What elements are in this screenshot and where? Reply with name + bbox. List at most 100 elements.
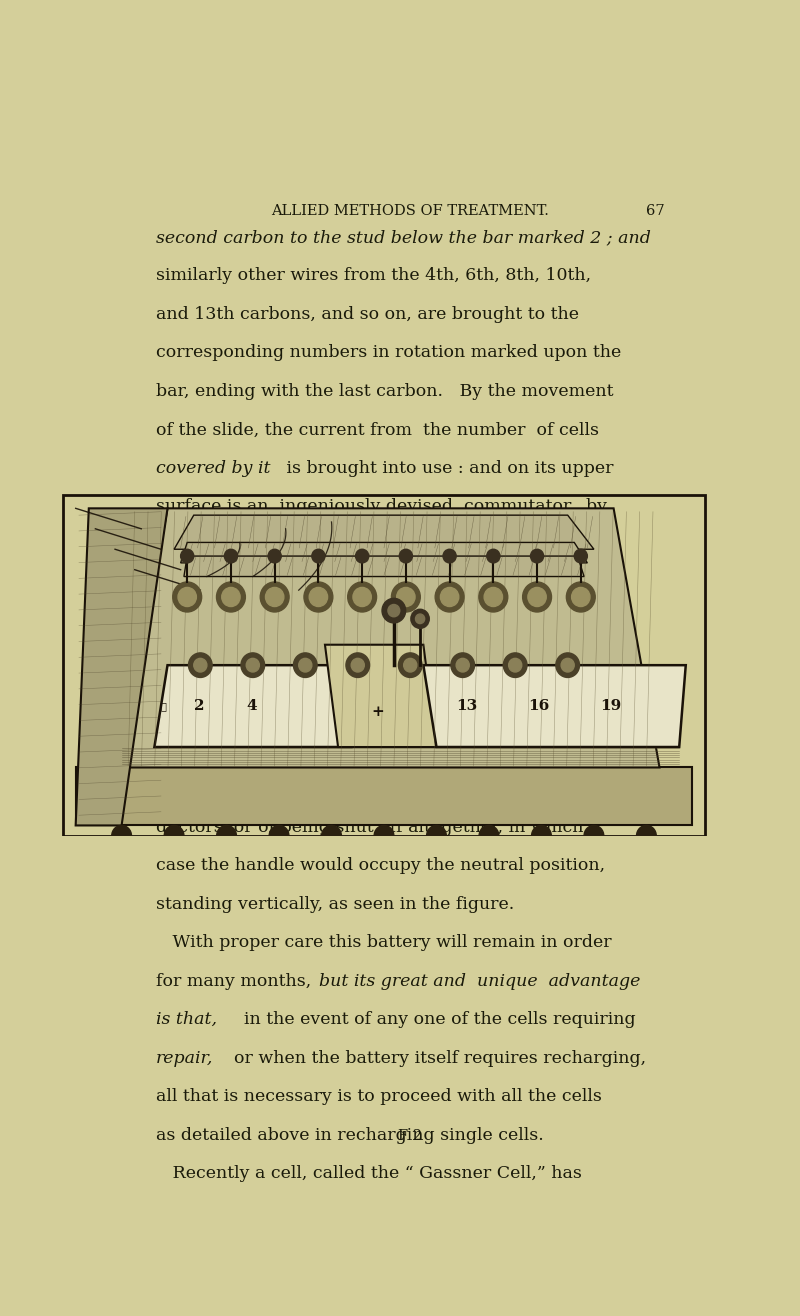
- Circle shape: [398, 653, 422, 678]
- Polygon shape: [122, 508, 659, 767]
- Circle shape: [522, 582, 551, 612]
- Text: ␓: ␓: [161, 703, 167, 712]
- Circle shape: [374, 825, 394, 846]
- Circle shape: [637, 825, 656, 846]
- Text: is brought into use : and on its upper: is brought into use : and on its upper: [281, 459, 613, 476]
- Circle shape: [353, 587, 371, 607]
- Text: standing vertically, as seen in the figure.: standing vertically, as seen in the figu…: [156, 896, 514, 912]
- Circle shape: [415, 615, 425, 624]
- Ellipse shape: [478, 844, 501, 855]
- Ellipse shape: [215, 844, 238, 855]
- Circle shape: [312, 549, 325, 563]
- Circle shape: [411, 609, 430, 628]
- Circle shape: [268, 549, 282, 563]
- Ellipse shape: [582, 844, 606, 855]
- Circle shape: [441, 587, 458, 607]
- Circle shape: [304, 582, 333, 612]
- Circle shape: [486, 549, 500, 563]
- Ellipse shape: [635, 844, 658, 855]
- Polygon shape: [184, 557, 584, 576]
- Circle shape: [194, 658, 207, 672]
- Text: but its great and  unique  advantage: but its great and unique advantage: [319, 973, 640, 990]
- Text: in the event of any one of the cells requiring: in the event of any one of the cells req…: [233, 1011, 635, 1028]
- Circle shape: [164, 825, 184, 846]
- Ellipse shape: [320, 844, 343, 855]
- Text: covered by it: covered by it: [156, 459, 270, 476]
- Text: similarly other wires from the 4th, 6th, 8th, 10th,: similarly other wires from the 4th, 6th,…: [156, 267, 591, 284]
- Circle shape: [388, 604, 400, 617]
- Text: or when the battery itself requires recharging,: or when the battery itself requires rech…: [223, 1050, 646, 1067]
- Circle shape: [224, 549, 238, 563]
- Circle shape: [503, 653, 527, 678]
- Circle shape: [310, 587, 327, 607]
- Circle shape: [479, 582, 508, 612]
- Circle shape: [443, 549, 456, 563]
- Polygon shape: [181, 542, 587, 563]
- Circle shape: [382, 599, 406, 622]
- Circle shape: [556, 653, 579, 678]
- Text: repair,: repair,: [156, 1050, 213, 1067]
- Text: and 13th carbons, and so on, are brought to the: and 13th carbons, and so on, are brought…: [156, 305, 578, 322]
- Circle shape: [509, 658, 522, 672]
- Circle shape: [397, 587, 415, 607]
- Circle shape: [531, 825, 551, 846]
- Circle shape: [298, 658, 312, 672]
- Text: ductors, or of being shut off altogether, in which: ductors, or of being shut off altogether…: [156, 819, 583, 836]
- Text: Fig. 37A.: Fig. 37A.: [378, 804, 442, 819]
- Circle shape: [574, 549, 587, 563]
- Circle shape: [181, 549, 194, 563]
- Circle shape: [217, 825, 237, 846]
- Text: F 2: F 2: [398, 1129, 422, 1142]
- Circle shape: [530, 549, 544, 563]
- Polygon shape: [76, 767, 692, 825]
- Polygon shape: [76, 508, 167, 825]
- Circle shape: [246, 658, 259, 672]
- Circle shape: [269, 825, 289, 846]
- Text: With proper care this battery will remain in order: With proper care this battery will remai…: [156, 934, 611, 951]
- Circle shape: [222, 587, 240, 607]
- Circle shape: [584, 825, 604, 846]
- Text: for many months,: for many months,: [156, 973, 317, 990]
- Text: is that,: is that,: [156, 1011, 217, 1028]
- Text: case the handle would occupy the neutral position,: case the handle would occupy the neutral…: [156, 857, 605, 874]
- Circle shape: [456, 658, 470, 672]
- Circle shape: [266, 587, 284, 607]
- Circle shape: [391, 582, 420, 612]
- Ellipse shape: [530, 844, 553, 855]
- Text: of being  reversed  without  removal  of  the  con-: of being reversed without removal of the…: [156, 575, 592, 592]
- Circle shape: [528, 587, 546, 607]
- Circle shape: [426, 825, 446, 846]
- Circle shape: [484, 587, 502, 607]
- Text: turning which to the right or left the current admits: turning which to the right or left the c…: [156, 537, 614, 554]
- Text: Recently a cell, called the “ Gassner Cell,” has: Recently a cell, called the “ Gassner Ce…: [156, 1165, 582, 1182]
- Text: second carbon to the stud below the bar marked 2 ; and: second carbon to the stud below the bar …: [156, 229, 650, 246]
- Text: corresponding numbers in rotation marked upon the: corresponding numbers in rotation marked…: [156, 345, 621, 362]
- Text: +: +: [371, 705, 384, 720]
- Circle shape: [260, 582, 289, 612]
- Text: 2: 2: [194, 699, 204, 712]
- Circle shape: [346, 653, 370, 678]
- Polygon shape: [174, 515, 594, 549]
- Ellipse shape: [162, 844, 186, 855]
- Text: 13: 13: [456, 699, 478, 712]
- Polygon shape: [325, 645, 437, 747]
- Ellipse shape: [425, 844, 448, 855]
- Circle shape: [561, 658, 574, 672]
- Circle shape: [566, 582, 595, 612]
- Text: ALLIED METHODS OF TREATMENT.: ALLIED METHODS OF TREATMENT.: [271, 204, 549, 217]
- Circle shape: [399, 549, 413, 563]
- Circle shape: [351, 658, 364, 672]
- Circle shape: [404, 658, 417, 672]
- Text: surface is an  ingeniously devised  commutator,  by: surface is an ingeniously devised commut…: [156, 499, 606, 516]
- Polygon shape: [423, 665, 686, 747]
- Circle shape: [572, 587, 590, 607]
- Text: as detailed above in recharging single cells.: as detailed above in recharging single c…: [156, 1126, 543, 1144]
- Circle shape: [348, 582, 377, 612]
- Polygon shape: [154, 665, 351, 747]
- Text: of the slide, the current from  the number  of cells: of the slide, the current from the numbe…: [156, 421, 598, 438]
- Ellipse shape: [110, 844, 133, 855]
- Circle shape: [294, 653, 317, 678]
- Circle shape: [355, 549, 369, 563]
- Circle shape: [241, 653, 265, 678]
- Text: bar, ending with the last carbon.   By the movement: bar, ending with the last carbon. By the…: [156, 383, 614, 400]
